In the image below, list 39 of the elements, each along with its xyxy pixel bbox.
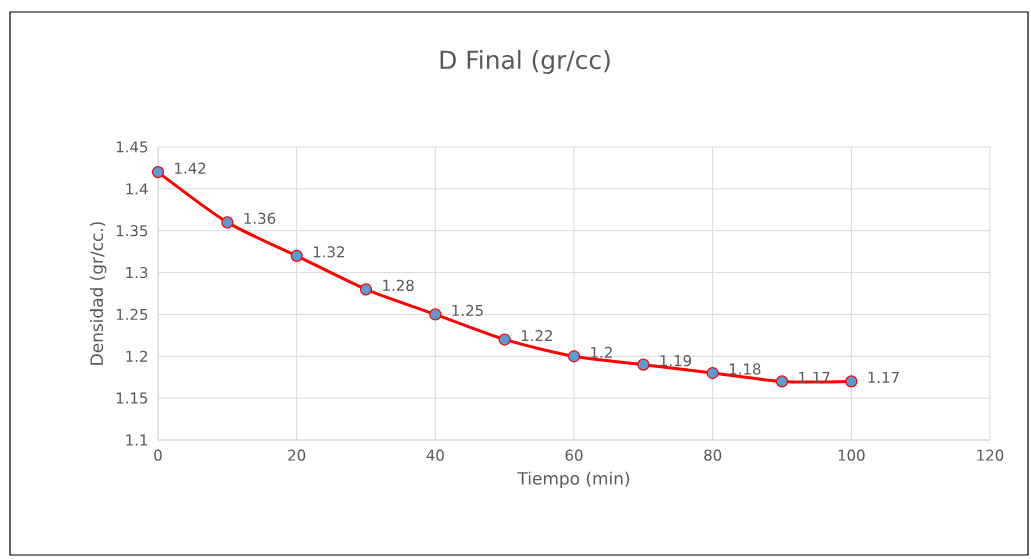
y-tick-label: 1.2 bbox=[126, 350, 147, 362]
point bbox=[290, 249, 303, 262]
x-tick-label: 80 bbox=[704, 449, 722, 461]
x-tick-label: 60 bbox=[565, 449, 583, 461]
x-tick-label: 120 bbox=[977, 449, 1004, 461]
point bbox=[429, 308, 442, 321]
data-label: 1.36 bbox=[244, 212, 276, 224]
point bbox=[567, 350, 581, 363]
point bbox=[775, 375, 789, 388]
data-label: 1.19 bbox=[660, 355, 692, 367]
x-tick-label: 20 bbox=[288, 449, 306, 461]
y-tick-label: 1.4 bbox=[126, 183, 148, 195]
point bbox=[498, 333, 511, 346]
point bbox=[151, 166, 165, 179]
y-tick-label: 1.35 bbox=[116, 225, 148, 237]
point bbox=[706, 366, 719, 380]
data-label: 1.32 bbox=[313, 246, 344, 258]
y-tick-label: 1.3 bbox=[126, 266, 148, 279]
data-label: 1.25 bbox=[452, 304, 483, 317]
y-tick-label: 1.45 bbox=[116, 141, 148, 153]
x-tick-label: 100 bbox=[838, 449, 865, 461]
x-axis-title: Tiempo (min) bbox=[517, 471, 630, 489]
data-label: 1.18 bbox=[729, 363, 761, 375]
data-label: 1.17 bbox=[868, 371, 899, 383]
chart-title: D Final (gr/cc) bbox=[440, 49, 610, 75]
point bbox=[637, 358, 650, 371]
x-tick-label: 0 bbox=[154, 449, 162, 461]
y-tick-label: 1.1 bbox=[126, 434, 148, 446]
data-label: 1.22 bbox=[521, 329, 552, 342]
y-tick-label: 1.15 bbox=[116, 392, 148, 404]
point bbox=[221, 216, 234, 229]
point bbox=[359, 283, 373, 296]
y-tick-label: 1.25 bbox=[116, 308, 148, 321]
data-label: 1.42 bbox=[175, 162, 206, 174]
x-tick-label: 40 bbox=[426, 449, 444, 461]
point bbox=[845, 375, 858, 388]
y-axis-title: Densidad (gr/cc.) bbox=[89, 222, 107, 365]
data-label: 1.2 bbox=[591, 346, 612, 358]
data-label: 1.28 bbox=[383, 279, 414, 291]
